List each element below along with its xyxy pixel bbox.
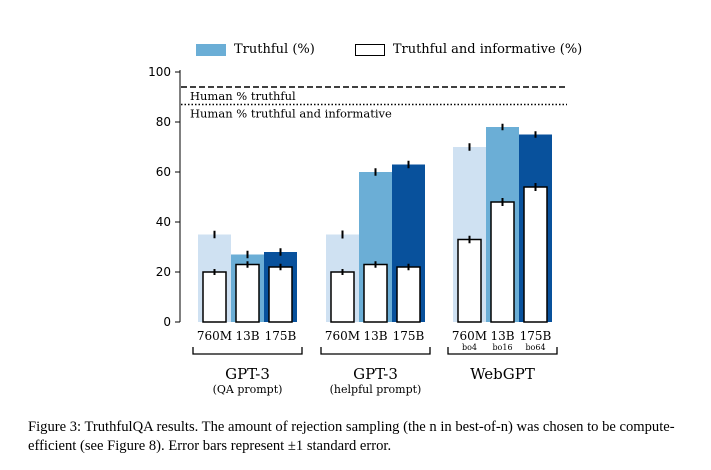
legend-item-informative: Truthful and informative (%) [354,42,583,57]
legend-item-truthful: Truthful (%) [196,42,315,57]
group-bracket [320,347,431,355]
y-tick-label: 100 [148,65,171,79]
bar-informative [396,266,421,323]
bar-informative [490,201,515,323]
group-sublabel: (QA prompt) [213,383,283,396]
x-tick-label: 13B [235,329,259,343]
legend-label-truthful: Truthful (%) [234,42,315,57]
figure-caption: Figure 3: TruthfulQA results. The amount… [28,419,675,454]
x-tick-label: 760M [197,329,232,343]
legend-label-informative: Truthful and informative (%) [392,42,583,57]
x-tick-label: 13B [363,329,387,343]
legend-swatch-truthful [196,43,226,56]
group-label: GPT-3 [225,365,270,383]
bar-informative [268,266,293,323]
reference-line-label: Human % truthful and informative [190,107,392,121]
bar-informative [523,186,548,323]
x-tick-label: 760M [452,329,487,343]
group-bracket [447,347,558,355]
y-tick-label: 60 [156,165,171,179]
x-tick-label: 760M [325,329,360,343]
x-tick-label: 13B [490,329,514,343]
bar-informative [235,263,260,323]
reference-line-label: Human % truthful [190,89,296,103]
y-tick-label: 0 [163,315,171,329]
bar-informative [330,271,355,323]
x-tick-sublabel: bo16 [492,343,512,352]
group-bracket [192,347,303,355]
x-tick-label: 175B [393,329,425,343]
x-tick-sublabel: bo4 [462,343,477,352]
legend-swatch-informative [354,43,385,56]
group-label: GPT-3 [353,365,398,383]
y-tick-label: 80 [156,115,171,129]
legend: Truthful (%) Truthful and informative (%… [196,42,622,57]
x-tick-label: 175B [265,329,297,343]
bar-informative [202,271,227,323]
group-sublabel: (helpful prompt) [330,383,422,396]
x-tick-sublabel: bo64 [525,343,545,352]
group-label: WebGPT [470,365,535,383]
x-tick-label: 175B [520,329,552,343]
bar-informative [457,238,482,323]
y-tick-label: 20 [156,265,171,279]
y-tick-label: 40 [156,215,171,229]
bar-informative [363,263,388,323]
